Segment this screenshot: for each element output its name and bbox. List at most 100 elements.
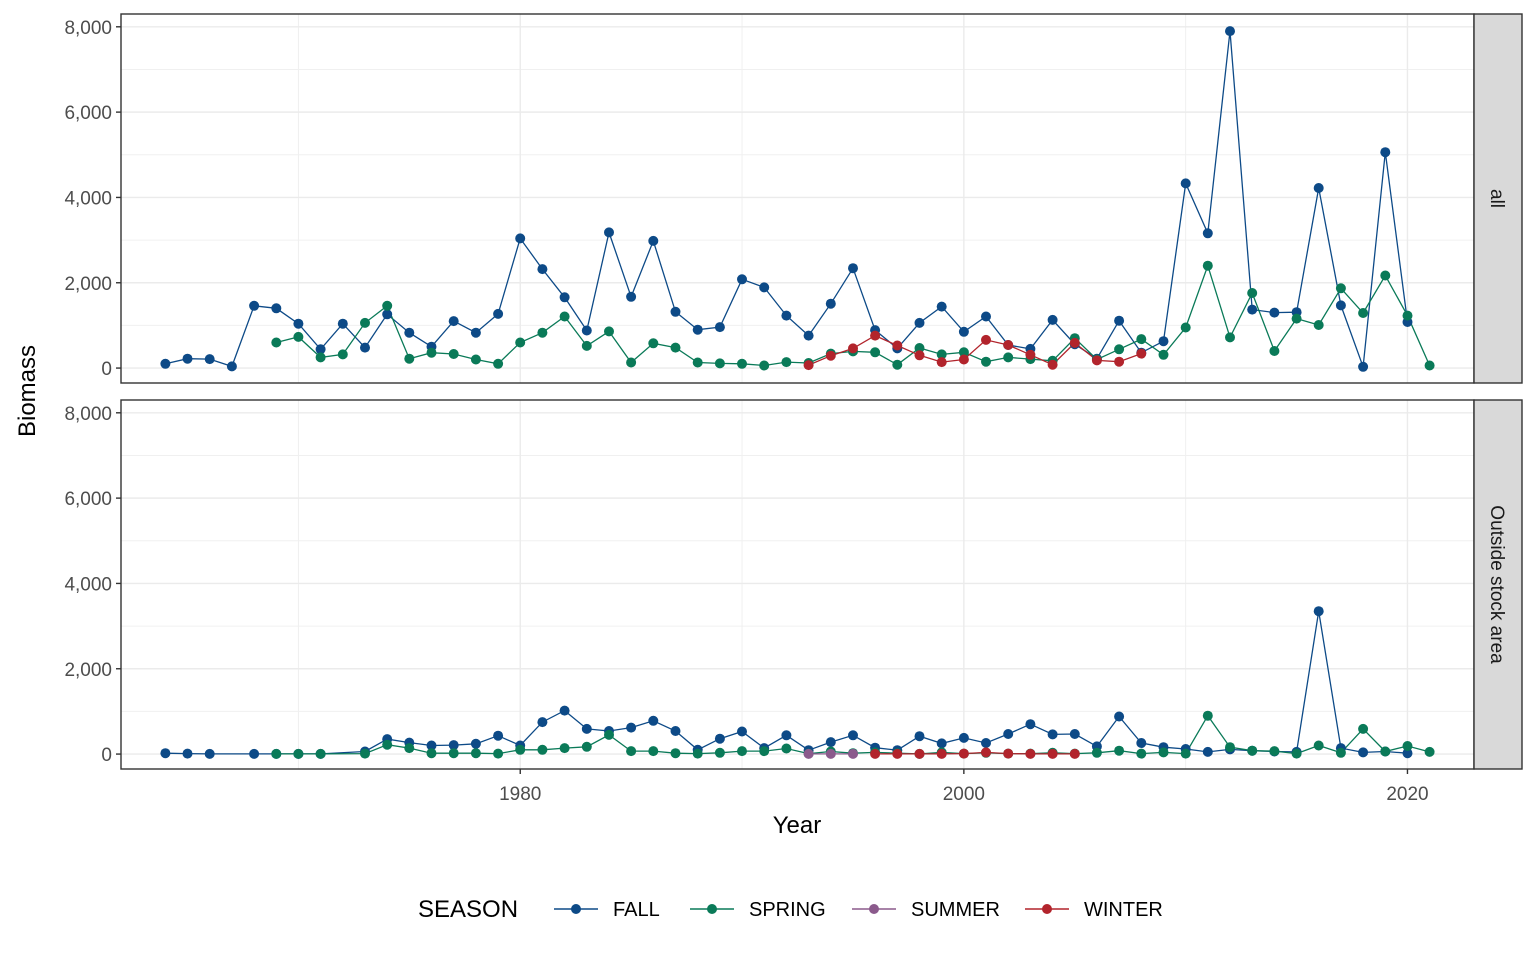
- y-tick-label: 4,000: [64, 574, 112, 595]
- data-point-spring: [648, 746, 659, 757]
- data-point-fall: [1313, 183, 1324, 193]
- data-point-spring: [1358, 723, 1369, 734]
- data-point-fall: [1380, 147, 1391, 158]
- data-point-spring: [271, 748, 282, 759]
- data-point-fall: [559, 705, 570, 716]
- series-line-winter: [808, 334, 1142, 366]
- data-point-fall: [648, 235, 659, 246]
- y-axis: Biomass: [14, 345, 41, 437]
- data-point-fall: [914, 317, 925, 328]
- data-point-winter: [848, 343, 858, 354]
- data-point-spring: [1313, 740, 1324, 751]
- data-point-fall: [182, 748, 193, 759]
- data-point-spring: [448, 349, 459, 359]
- data-point-summer: [825, 748, 836, 759]
- data-point-spring: [1180, 748, 1191, 759]
- data-point-fall: [404, 327, 415, 338]
- y-tick-label: 0: [101, 745, 112, 766]
- data-point-spring: [537, 744, 548, 755]
- data-point-spring: [1335, 747, 1346, 758]
- data-point-fall: [182, 353, 193, 364]
- data-point-spring: [1269, 746, 1280, 757]
- data-point-spring: [271, 337, 282, 348]
- data-point-spring: [426, 347, 437, 358]
- data-point-fall: [1313, 606, 1324, 617]
- data-point-winter: [1069, 748, 1080, 759]
- data-point-spring: [382, 300, 393, 311]
- data-point-spring: [493, 358, 504, 369]
- data-point-spring: [559, 311, 570, 322]
- data-point-fall: [626, 722, 637, 733]
- data-point-spring: [870, 347, 881, 358]
- data-point-fall: [515, 233, 526, 244]
- facet-strip-background: [1473, 399, 1523, 770]
- data-point-spring: [1291, 313, 1302, 324]
- facet-strip: all: [1473, 13, 1523, 384]
- legend-key-point: [1042, 904, 1052, 914]
- x-tick-label: 2020: [1386, 784, 1428, 805]
- y-axis-title: Biomass: [14, 345, 41, 437]
- panel-background: [121, 400, 1474, 769]
- data-point-spring: [537, 327, 548, 338]
- data-point-fall: [249, 748, 260, 759]
- data-point-spring: [1202, 710, 1213, 721]
- data-point-fall: [1114, 315, 1125, 326]
- data-point-winter: [936, 357, 947, 368]
- data-point-winter: [1025, 748, 1036, 759]
- legend-label: SPRING: [749, 899, 826, 921]
- data-point-fall: [537, 717, 548, 728]
- x-axis: Year 1980 2000 2020: [499, 769, 1429, 839]
- data-point-fall: [781, 730, 792, 741]
- data-point-spring: [958, 347, 969, 358]
- data-point-spring: [515, 337, 526, 348]
- data-point-spring: [648, 338, 659, 349]
- x-tick-label: 1980: [499, 784, 541, 805]
- data-point-winter: [1069, 337, 1080, 348]
- data-point-winter: [958, 748, 969, 759]
- data-point-spring: [1158, 747, 1169, 758]
- data-point-spring: [604, 326, 614, 337]
- y-tick-label: 2,000: [64, 274, 112, 295]
- data-point-summer: [803, 748, 814, 759]
- data-point-fall: [581, 723, 592, 734]
- data-point-spring: [892, 359, 903, 370]
- data-point-fall: [825, 737, 836, 748]
- data-point-winter: [892, 340, 903, 351]
- data-point-fall: [759, 282, 770, 293]
- data-point-fall: [1158, 336, 1169, 347]
- data-point-fall: [958, 732, 969, 743]
- data-point-fall: [936, 301, 947, 312]
- y-tick-label: 2,000: [64, 660, 112, 681]
- data-point-fall: [958, 326, 969, 337]
- legend-key-point: [869, 904, 879, 914]
- data-point-winter: [892, 748, 903, 759]
- data-point-fall: [1003, 729, 1014, 739]
- data-point-fall: [382, 309, 393, 320]
- data-point-spring: [1402, 741, 1413, 751]
- data-point-spring: [382, 739, 393, 750]
- data-point-fall: [781, 310, 792, 321]
- data-point-spring: [759, 746, 770, 757]
- data-point-spring: [1380, 270, 1391, 281]
- y-tick-label: 6,000: [64, 489, 112, 510]
- data-point-spring: [1402, 310, 1413, 321]
- data-point-spring: [626, 746, 637, 757]
- data-point-winter: [914, 748, 925, 759]
- data-point-winter: [981, 334, 991, 345]
- series-line-spring: [276, 714, 1430, 755]
- data-point-spring: [1358, 308, 1369, 318]
- data-point-winter: [870, 748, 881, 759]
- data-point-spring: [1291, 748, 1302, 759]
- data-point-spring: [781, 743, 792, 754]
- data-point-fall: [803, 330, 814, 341]
- data-point-spring: [493, 748, 504, 759]
- data-point-fall: [204, 748, 215, 759]
- data-point-winter: [1136, 348, 1147, 359]
- data-point-spring: [981, 356, 991, 367]
- data-point-fall: [648, 715, 659, 726]
- data-point-spring: [1247, 745, 1258, 756]
- data-point-spring: [692, 357, 703, 368]
- data-point-spring: [404, 353, 415, 364]
- data-point-fall: [737, 274, 747, 285]
